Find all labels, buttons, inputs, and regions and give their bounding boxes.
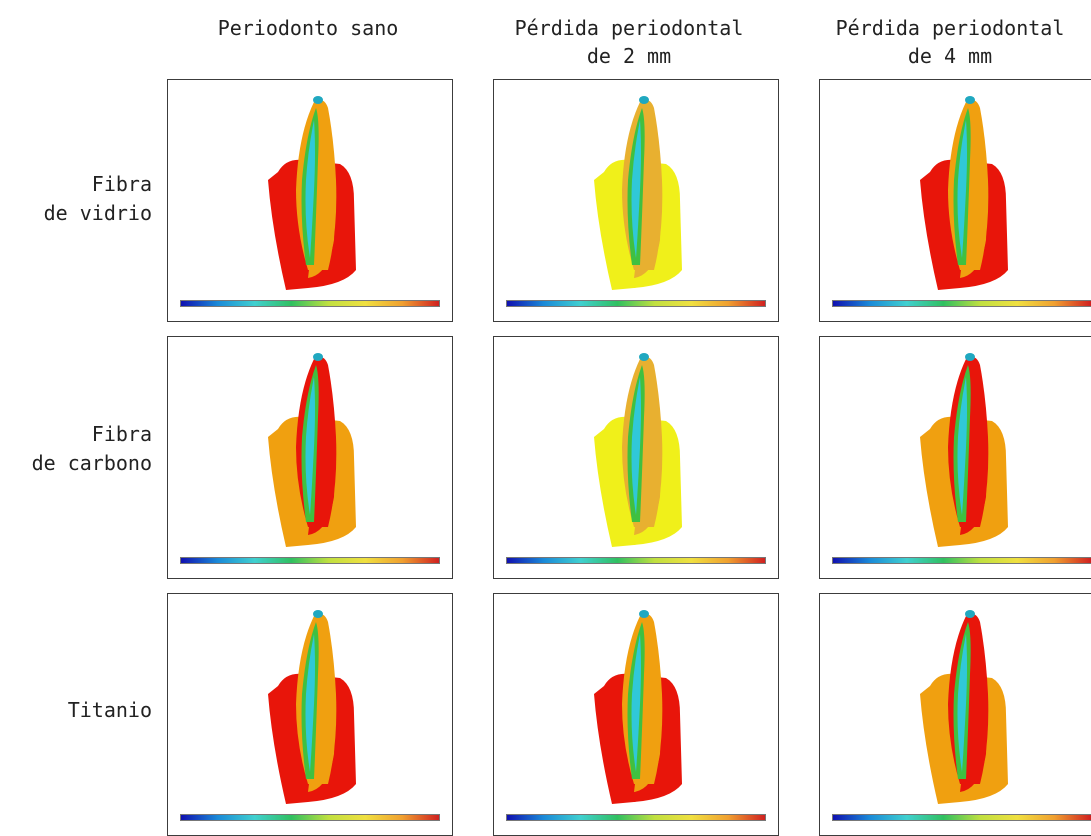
color-scale-bar bbox=[180, 814, 440, 821]
tooth-stress-map bbox=[594, 353, 682, 547]
column-header-perdida-2mm: Pérdida periodontal de 2 mm bbox=[514, 16, 744, 68]
color-scale-bar bbox=[506, 300, 766, 307]
post-tip bbox=[965, 610, 975, 618]
color-scale-bar bbox=[506, 814, 766, 821]
stress-panel-carbono-p2 bbox=[493, 336, 779, 579]
stress-panel-titanio-p4 bbox=[819, 593, 1091, 836]
post-tip bbox=[313, 96, 323, 104]
color-scale-bar bbox=[832, 814, 1091, 821]
tooth-stress-map bbox=[268, 96, 356, 290]
stress-panel-vidrio-sano bbox=[167, 79, 453, 322]
color-scale-bar bbox=[180, 300, 440, 307]
post-tip bbox=[965, 96, 975, 104]
post-tip bbox=[639, 610, 649, 618]
tooth-stress-map bbox=[920, 353, 1008, 547]
column-header-sano: Periodonto sano bbox=[217, 16, 399, 40]
post-tip bbox=[313, 353, 323, 361]
column-header-perdida-4mm: Pérdida periodontal de 4 mm bbox=[835, 16, 1065, 68]
post-core bbox=[631, 377, 641, 515]
post-core bbox=[957, 634, 967, 772]
color-scale-bar bbox=[180, 557, 440, 564]
post-tip bbox=[639, 96, 649, 104]
tooth-stress-map bbox=[268, 610, 356, 804]
stress-panel-vidrio-p2 bbox=[493, 79, 779, 322]
color-scale-bar bbox=[832, 557, 1091, 564]
row-header-titanio: Titanio bbox=[67, 698, 152, 722]
tooth-stress-map bbox=[920, 610, 1008, 804]
stress-panel-carbono-sano bbox=[167, 336, 453, 579]
post-core bbox=[957, 377, 967, 515]
post-tip bbox=[313, 610, 323, 618]
tooth-stress-map bbox=[594, 96, 682, 290]
tooth-stress-map bbox=[594, 610, 682, 804]
post-core bbox=[957, 120, 967, 258]
post-tip bbox=[965, 353, 975, 361]
post-core bbox=[305, 634, 315, 772]
stress-panel-titanio-p2 bbox=[493, 593, 779, 836]
color-scale-bar bbox=[506, 557, 766, 564]
post-core bbox=[305, 120, 315, 258]
post-core bbox=[631, 634, 641, 772]
post-core bbox=[631, 120, 641, 258]
tooth-stress-map bbox=[268, 353, 356, 547]
stress-panel-carbono-p4 bbox=[819, 336, 1091, 579]
post-tip bbox=[639, 353, 649, 361]
stress-panel-titanio-sano bbox=[167, 593, 453, 836]
stress-panel-vidrio-p4 bbox=[819, 79, 1091, 322]
post-core bbox=[305, 377, 315, 515]
row-header-fibra-carbono: Fibra de carbono bbox=[31, 422, 152, 475]
row-header-fibra-vidrio: Fibra de vidrio bbox=[43, 172, 152, 225]
color-scale-bar bbox=[832, 300, 1091, 307]
tooth-stress-map bbox=[920, 96, 1008, 290]
